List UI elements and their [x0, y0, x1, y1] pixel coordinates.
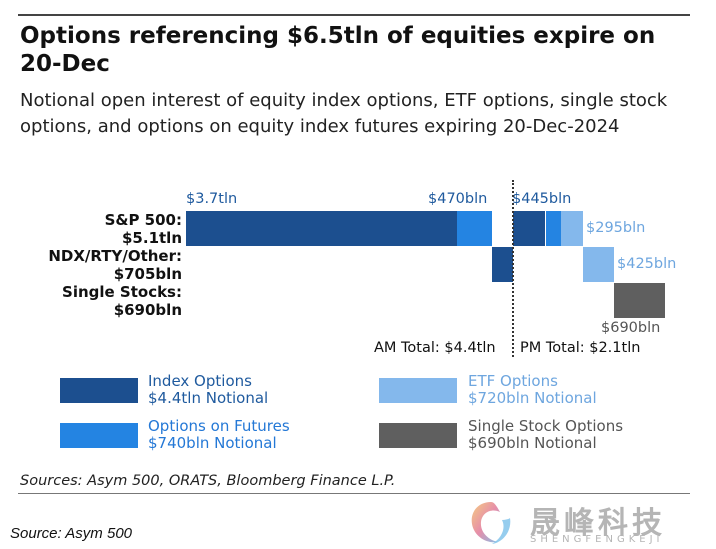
bar-sp500-am-index-options — [186, 211, 458, 246]
sources-note: Sources: Asym 500, ORATS, Bloomberg Fina… — [20, 473, 396, 489]
legend-label-single-stock-options: Single Stock Options — [468, 417, 624, 435]
am-total-label: AM Total: $4.4tln — [374, 340, 496, 356]
legend-label-etf-options: ETF Options — [468, 372, 558, 390]
row-label-ndx: NDX/RTY/Other: $705bln — [6, 247, 182, 283]
row-label-single-name: Single Stocks: — [62, 283, 182, 301]
row-label-sp500-name: S&P 500: — [104, 211, 182, 229]
legend-label-options-on-futures: Options on Futures — [148, 417, 290, 435]
bar-ndx-am-index-options — [491, 247, 513, 282]
logo-english-text: SHENGFENGKEJI — [530, 534, 664, 545]
watermark-logo: 晟峰科技 SHENGFENGKEJI — [462, 496, 712, 548]
logo-swirl-icon — [471, 502, 511, 544]
value-label-3-7tln: $3.7tln — [186, 191, 238, 207]
legend-swatch-options-on-futures — [60, 423, 138, 448]
bar-sp500-pm-index-options — [512, 211, 546, 246]
legend-entry-index-options: Index Options $4.4tln Notional — [148, 373, 268, 407]
legend-swatch-single-stock-options — [379, 423, 457, 448]
source-footnote: Source: Asym 500 — [10, 525, 132, 542]
chart-title: Options referencing $6.5tln of equities … — [20, 23, 656, 77]
legend-value-single-stock-options: $690bln Notional — [468, 434, 597, 452]
row-label-single: Single Stocks: $690bln — [6, 283, 182, 319]
value-label-425bln: $425bln — [617, 256, 677, 272]
bottom-rule — [18, 493, 690, 494]
row-label-ndx-value: $705bln — [113, 265, 182, 283]
legend-value-index-options: $4.4tln Notional — [148, 389, 269, 407]
row-label-ndx-name: NDX/RTY/Other: — [48, 247, 182, 265]
legend-value-etf-options: $720bln Notional — [468, 389, 597, 407]
bar-sp500-pm-options-on-futures — [545, 211, 562, 246]
value-label-295bln: $295bln — [586, 220, 646, 236]
logo-chinese-text: 晟峰科技 — [530, 506, 666, 541]
pm-total-label: PM Total: $2.1tln — [520, 340, 641, 356]
bar-sp500-am-options-on-futures — [457, 211, 492, 246]
row-label-single-value: $690bln — [113, 301, 182, 319]
legend-swatch-etf-options — [379, 378, 457, 403]
row-label-sp500-value: $5.1tln — [122, 229, 182, 247]
legend-swatch-index-options — [60, 378, 138, 403]
chart-subtitle: Notional open interest of equity index o… — [20, 90, 668, 137]
bar-ndx-pm-etf-options — [582, 247, 615, 282]
top-rule — [18, 14, 690, 16]
value-label-445bln: $445bln — [512, 191, 572, 207]
value-label-470bln: $470bln — [428, 191, 488, 207]
legend-label-index-options: Index Options — [148, 372, 252, 390]
bar-single-stock-options — [614, 283, 665, 318]
am-pm-divider — [512, 180, 514, 357]
legend-entry-options-on-futures: Options on Futures $740bln Notional — [148, 418, 290, 452]
legend-entry-single-stock-options: Single Stock Options $690bln Notional — [468, 418, 623, 452]
row-label-sp500: S&P 500: $5.1tln — [6, 211, 182, 247]
legend-entry-etf-options: ETF Options $720bln Notional — [468, 373, 597, 407]
value-label-690bln: $690bln — [601, 320, 661, 336]
legend-value-options-on-futures: $740bln Notional — [148, 434, 277, 452]
bar-sp500-pm-etf-options — [561, 211, 583, 246]
